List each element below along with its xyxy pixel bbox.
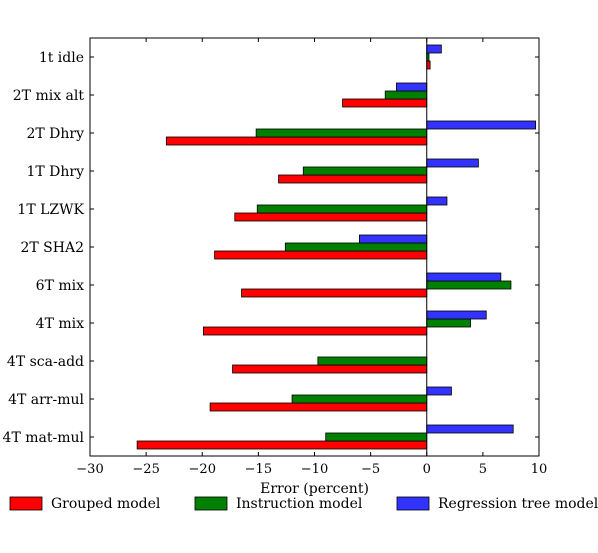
bar-instruction-model-4 [256,204,428,214]
bar-instruction-model-9 [291,394,428,404]
bar-grouped-model-3 [278,174,428,184]
bar-grouped-model-4 [234,212,428,222]
bar-instruction-model-5 [284,242,428,252]
bar-grouped-model-7 [202,326,428,336]
bar-grouped-model-6 [241,288,428,298]
x-tick-label: −25 [132,462,159,477]
bar-regression-tree-model-3 [426,158,479,168]
bar-regression-tree-model-2 [426,120,537,130]
bar-regression-tree-model-7 [426,310,487,320]
bar-regression-tree-model-6 [426,272,502,282]
bar-instruction-model-7 [426,318,471,328]
legend-label: Instruction model [236,496,363,512]
x-axis-label: Error (percent) [260,481,369,497]
x-tick-label: 0 [423,462,431,477]
bar-instruction-model-3 [302,166,428,176]
bar-grouped-model-5 [214,250,428,260]
bar-regression-tree-model-10 [426,424,514,434]
bar-regression-tree-model-5 [358,234,428,244]
x-tick-label: −15 [245,462,272,477]
category-label: 4T sca-add [7,354,84,370]
category-label: 1t idle [39,50,84,66]
category-label: 1T LZWK [17,202,84,218]
legend-label: Regression tree model [438,496,598,512]
bar-grouped-model-8 [232,364,428,374]
x-tick-label: 5 [479,462,487,477]
bar-regression-tree-model-4 [426,196,448,206]
bar-grouped-model-10 [136,440,428,450]
legend-label: Grouped model [51,496,161,512]
bar-instruction-model-6 [426,280,512,290]
category-label: 2T Dhry [26,126,84,142]
category-label: 6T mix [36,278,84,294]
x-tick-label: −10 [301,462,328,477]
bar-grouped-model-0 [426,60,431,70]
bar-grouped-model-9 [209,402,428,412]
bar-instruction-model-2 [255,128,428,138]
category-label: 1T Dhry [26,164,84,180]
legend-swatch [9,496,43,511]
x-tick-label: 10 [531,462,548,477]
legend: Grouped model Instruction model Regression… [9,496,598,512]
x-tick-label: −20 [189,462,216,477]
x-tick-label: −5 [361,462,380,477]
category-label: 4T mix [36,316,84,332]
legend-swatch [396,496,430,511]
bar-grouped-model-1 [342,98,428,108]
bar-instruction-model-1 [384,90,428,100]
x-axis: −30 −25 −20 −15 −10 −5 0 5 10 [76,38,547,477]
bar-regression-tree-model-1 [396,82,428,92]
bar-instruction-model-10 [325,432,428,442]
category-label: 4T mat-mul [3,430,85,446]
bar-grouped-model-2 [165,136,428,146]
bar-regression-tree-model-9 [426,386,452,396]
category-label: 4T arr-mul [8,392,84,408]
y-axis: 1t idle 2T mix alt 2T Dhry 1T Dhry 1T LZWK 2T… [3,50,539,446]
category-label: 2T SHA2 [20,240,84,256]
legend-swatch [194,496,228,511]
bar-instruction-model-8 [317,356,428,366]
x-tick-label: −30 [76,462,103,477]
bar-regression-tree-model-0 [426,44,442,54]
bars-group [136,44,537,450]
category-label: 2T mix alt [13,88,85,104]
